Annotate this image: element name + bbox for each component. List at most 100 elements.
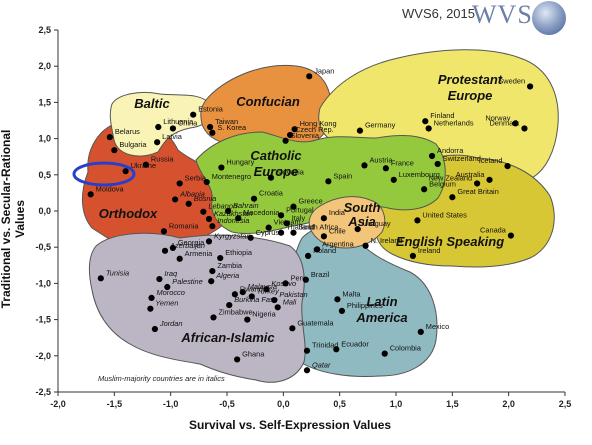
point-marker [250, 195, 258, 202]
point-label: Romania [169, 221, 199, 230]
y-tick-label: 0,5 [38, 170, 51, 180]
point-label: Morocco [157, 288, 185, 297]
point-label: Yemen [155, 299, 178, 308]
point-label: Uruguay [363, 219, 391, 228]
point-label: S. Korea [217, 123, 247, 132]
point-label: Zambia [217, 261, 243, 270]
point-taiwan: Taiwan [207, 117, 238, 131]
point-marker [271, 296, 278, 304]
point-label: Russia [151, 155, 174, 164]
point-marker [209, 129, 216, 136]
point-russia: Russia [142, 155, 174, 168]
axes: -2,0 -1,5 -1,0 -0,5 0,0 0,5 1,0 1,5 2,0 2,5 2,5 2,0… [35, 25, 571, 409]
point-lebanon: Lebanon [200, 202, 237, 215]
point-yemen: Yemen [147, 299, 178, 312]
point-marker [155, 123, 162, 131]
point-marker [176, 180, 183, 187]
point-belgium: Belgium [421, 179, 456, 193]
region-label-line: Confucian [236, 94, 300, 109]
point-label: Albania [179, 189, 205, 198]
point-italy: Italy [283, 213, 306, 227]
point-great-britain: Great Britain [449, 187, 499, 201]
point-label: Portugal [286, 205, 314, 214]
x-tick-label: -2,0 [50, 399, 66, 409]
x-tick-label: 0,5 [333, 399, 346, 409]
point-marker [248, 293, 255, 300]
x-tick-label: -0,5 [219, 399, 235, 409]
point-marker [277, 229, 285, 236]
region-african-islamic [88, 232, 306, 383]
point-ukraine: Ukraine [122, 161, 156, 175]
point-marker [325, 178, 332, 185]
point-marker [486, 176, 493, 183]
point-marker [277, 212, 285, 219]
point-label: Slovakia [276, 168, 305, 177]
point-label: Peru [291, 273, 307, 282]
point-marker [203, 178, 210, 186]
point-marker [263, 286, 270, 293]
point-label: Turkey [257, 286, 280, 295]
point-marker [286, 131, 294, 139]
point-marker [122, 168, 129, 175]
point-label: Jordan [159, 319, 183, 328]
point-thailand: Thailand [277, 223, 314, 236]
x-tick-label: 2,0 [502, 399, 515, 409]
point-label: Argentina [322, 239, 355, 248]
x-tick-label: 1,0 [390, 399, 403, 409]
point-label: Brazil [311, 270, 330, 279]
point-marker [303, 347, 311, 354]
point-label: Mexico [426, 322, 449, 331]
ukraine-highlight-ellipse [72, 161, 136, 187]
point-finland: Finland [422, 111, 455, 125]
point-marker [176, 255, 183, 262]
point-zimbabwe: Zimbabwe [210, 307, 253, 321]
point-label: Kyrgyzstan [214, 231, 251, 240]
point-marker [160, 228, 168, 235]
point-marker [512, 120, 519, 127]
point-label: Pakistan [279, 290, 307, 299]
point-armenia: Armenia [176, 249, 213, 262]
point-label: Kazakhstan [214, 209, 253, 218]
point-label: New Zealand [429, 173, 473, 182]
point-label: Serbia [185, 173, 207, 182]
point-cyprus: Cyprus [247, 228, 280, 241]
point-chile: Chile [320, 226, 346, 240]
point-japan: Japan [306, 66, 334, 80]
point-label: Spain [333, 171, 352, 180]
point-label: Czech Rep. [295, 125, 334, 134]
point-label: Mali [283, 297, 297, 306]
point-malta: Malta [334, 289, 361, 303]
point-label: Qatar [312, 360, 331, 369]
point-marker [265, 224, 272, 231]
point-label: Ethiopia [225, 248, 253, 257]
point-marker [267, 174, 275, 181]
point-label: Slovenia [291, 131, 320, 140]
point-marker [334, 296, 341, 303]
x-tick-label: -1,0 [163, 399, 179, 409]
region-label-protestant-europe: Protestant Europe [438, 72, 503, 103]
point-marker [409, 252, 416, 259]
point-label: Andorra [437, 146, 464, 155]
point-label: Canada [480, 226, 507, 235]
point-bahrain: Bahrain [225, 201, 259, 215]
point-label: Chile [329, 226, 346, 235]
point-marker [320, 215, 327, 222]
point-marker [356, 127, 364, 134]
point-label: Vietnam [274, 218, 301, 227]
point-moldova: Moldova [87, 184, 124, 198]
point-label: Luxembourg [399, 170, 440, 179]
point-marker [142, 161, 149, 168]
point-marker [303, 367, 311, 374]
point-ireland: Ireland [409, 246, 441, 259]
point-marker [507, 232, 515, 239]
point-qatar: Qatar [303, 360, 331, 374]
point-label: Taiwan [215, 117, 238, 126]
point-label: Indonesia [217, 216, 249, 225]
point-argentina: Argentina [314, 239, 355, 253]
point-label: Cyprus [256, 228, 280, 237]
point-marker [381, 350, 388, 357]
y-tick-label: -0,5 [35, 242, 51, 252]
point-marker [382, 165, 389, 172]
point-czech-rep: Czech Rep. [286, 125, 334, 139]
